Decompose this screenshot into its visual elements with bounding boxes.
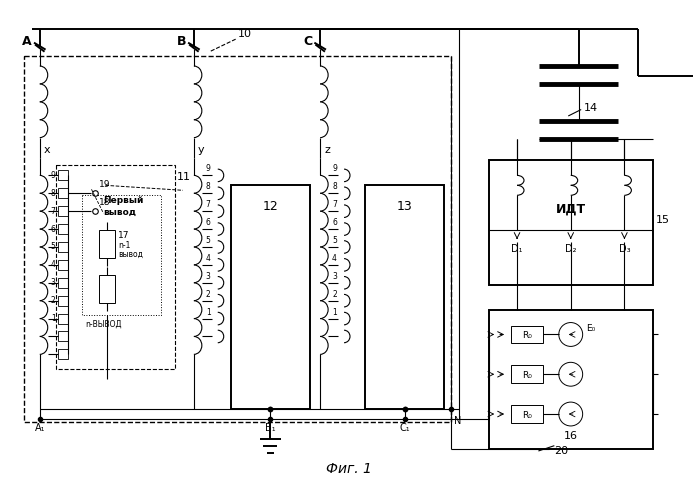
Text: 6: 6 [206,218,210,227]
Text: 5: 5 [332,236,337,245]
Bar [56,166,175,369]
Text: 9: 9 [51,171,56,180]
Bar [58,242,68,252]
Text: D₃: D₃ [619,244,630,254]
Text: вывод: вывод [103,208,136,217]
Text: 7: 7 [51,206,56,216]
Text: 5: 5 [51,243,56,251]
Text: 8: 8 [206,182,210,191]
Text: z: z [324,145,330,154]
Text: Первый: Первый [103,196,144,205]
Text: 12: 12 [263,200,278,213]
Text: 10: 10 [238,29,252,39]
Text: 9: 9 [332,165,337,173]
Text: n-ВЫВОД: n-ВЫВОД [85,319,122,329]
Text: C: C [303,35,312,48]
Text: 19: 19 [99,180,111,189]
Text: n-1: n-1 [118,241,131,250]
Text: 8: 8 [51,189,56,198]
Text: 18: 18 [99,198,111,207]
Text: 2: 2 [332,290,337,299]
Text: 14: 14 [584,103,598,113]
Text: вывод: вывод [118,250,143,259]
Text: R₀: R₀ [522,371,532,380]
Bar [511,405,543,423]
Text: B₁: B₁ [265,423,276,433]
Text: 7: 7 [332,200,337,209]
Bar [58,206,68,216]
Text: 9: 9 [206,165,210,173]
Text: 6: 6 [332,218,337,227]
Text: 1: 1 [206,308,210,317]
Text: 16: 16 [564,431,578,441]
Text: 2: 2 [51,296,56,305]
Bar [489,310,654,449]
Text: 1: 1 [332,308,337,317]
Text: y: y [198,145,205,154]
Bar [511,365,543,383]
Text: 3: 3 [332,272,337,281]
Bar [231,186,310,409]
Text: E₀: E₀ [586,323,595,333]
Bar [82,195,161,315]
Bar [24,56,452,422]
Text: 4: 4 [332,254,337,263]
Text: A₁: A₁ [34,423,45,433]
Text: 1: 1 [51,314,56,323]
Bar [58,278,68,288]
Text: x: x [44,145,50,154]
Text: A: A [22,35,32,48]
Text: 15: 15 [656,215,670,225]
Text: D₂: D₂ [565,244,577,254]
Text: 8: 8 [332,182,337,191]
Bar [58,349,68,359]
Text: N: N [454,416,462,426]
Text: ИДТ: ИДТ [556,202,586,215]
Bar [58,224,68,234]
Bar [58,314,68,323]
Text: 11: 11 [177,172,191,182]
Bar [365,186,445,409]
Bar [58,296,68,306]
Text: 4: 4 [206,254,210,263]
Text: 2: 2 [206,290,210,299]
Bar [58,260,68,270]
Bar [58,170,68,180]
Bar [99,230,115,258]
Bar [489,161,654,285]
Text: D₁: D₁ [511,244,523,254]
Text: R₀: R₀ [522,411,532,419]
Bar [511,325,543,343]
Text: 5: 5 [206,236,210,245]
Text: 4: 4 [51,261,56,269]
Text: 13: 13 [397,200,412,213]
Text: 3: 3 [51,278,56,287]
Text: 20: 20 [554,446,568,456]
Text: C₁: C₁ [399,423,410,433]
Text: 7: 7 [206,200,210,209]
Text: 3: 3 [206,272,210,281]
Text: B: B [176,35,186,48]
Text: R₀: R₀ [522,331,532,340]
Bar [58,332,68,341]
Bar [99,275,115,302]
Text: 17: 17 [118,231,130,240]
Text: 6: 6 [51,225,56,234]
Bar [58,188,68,198]
Text: Фиг. 1: Фиг. 1 [326,462,372,476]
